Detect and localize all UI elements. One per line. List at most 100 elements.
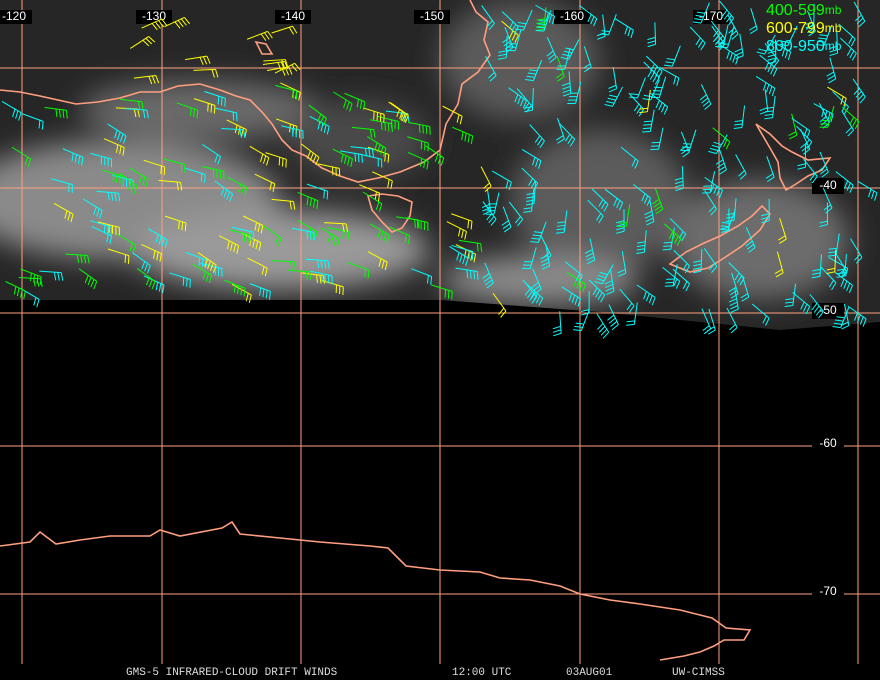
barb-feather bbox=[547, 53, 556, 60]
wind-barb bbox=[78, 268, 98, 290]
barb-feather bbox=[551, 16, 556, 25]
wind-barb bbox=[164, 215, 187, 232]
barb-feather bbox=[706, 326, 715, 332]
lat-label: -50 bbox=[819, 303, 837, 317]
barb-feather bbox=[833, 322, 843, 325]
wind-barb bbox=[226, 176, 248, 196]
barb-feather bbox=[562, 53, 571, 57]
barb-feather bbox=[387, 179, 390, 188]
barb-feather bbox=[693, 260, 702, 263]
barb-feather bbox=[819, 34, 828, 37]
barb-staff bbox=[681, 166, 684, 189]
barb-feather bbox=[642, 130, 651, 133]
barb-feather bbox=[236, 245, 240, 254]
wind-barb bbox=[301, 143, 320, 166]
barb-staff bbox=[185, 251, 207, 261]
barb-feather bbox=[515, 216, 521, 224]
wind-barb bbox=[727, 14, 739, 40]
barb-feather bbox=[859, 316, 864, 325]
barb-staff bbox=[141, 18, 162, 29]
barb-feather bbox=[582, 284, 586, 293]
barb-feather bbox=[336, 239, 340, 248]
barb-feather bbox=[815, 44, 825, 47]
barb-staff bbox=[505, 35, 508, 58]
barb-feather bbox=[736, 275, 743, 283]
barb-feather bbox=[778, 235, 786, 241]
barb-feather bbox=[23, 290, 26, 300]
wind-barb bbox=[193, 68, 219, 78]
barb-feather bbox=[41, 121, 44, 130]
wind-barb bbox=[710, 20, 726, 46]
wind-barb bbox=[556, 117, 565, 144]
barb-staff bbox=[148, 228, 168, 241]
barb-feather bbox=[697, 40, 704, 48]
barb-feather bbox=[265, 290, 268, 299]
barb-feather bbox=[323, 190, 325, 199]
wind-barb bbox=[594, 264, 614, 285]
wind-barb bbox=[164, 17, 191, 29]
barb-staff bbox=[224, 279, 246, 289]
barb-feather bbox=[71, 153, 74, 162]
wind-barb bbox=[369, 223, 390, 244]
barb-feather bbox=[726, 216, 735, 219]
barb-feather bbox=[639, 107, 648, 110]
barb-staff bbox=[274, 62, 295, 74]
barb-feather bbox=[404, 114, 409, 124]
barb-feather bbox=[836, 272, 846, 275]
barb-feather bbox=[713, 185, 718, 195]
barb-feather bbox=[868, 189, 872, 198]
wind-barb bbox=[725, 198, 737, 223]
barb-feather bbox=[153, 250, 156, 259]
wind-barb bbox=[1, 101, 22, 121]
barb-feather bbox=[648, 295, 653, 304]
wind-barb bbox=[202, 166, 225, 180]
barb-staff bbox=[452, 126, 473, 137]
barb-feather bbox=[320, 123, 324, 132]
barb-feather bbox=[709, 263, 716, 271]
barb-staff bbox=[297, 191, 319, 202]
legend-entry: 800-950mb bbox=[766, 38, 842, 55]
barb-feather bbox=[767, 64, 772, 73]
barb-feather bbox=[850, 38, 856, 47]
barb-feather bbox=[220, 187, 225, 196]
wind-barb bbox=[535, 4, 556, 25]
barb-feather bbox=[346, 101, 350, 110]
barb-feather bbox=[322, 275, 325, 284]
wind-barb bbox=[704, 190, 717, 216]
barb-feather bbox=[356, 99, 359, 108]
barb-feather bbox=[685, 283, 691, 292]
wind-barb bbox=[836, 254, 847, 278]
barb-feather bbox=[148, 279, 153, 288]
wind-barb bbox=[141, 244, 162, 262]
barb-feather bbox=[645, 217, 654, 223]
barb-feather bbox=[434, 153, 439, 163]
barb-feather bbox=[823, 204, 831, 211]
barb-feather bbox=[853, 88, 860, 95]
barb-feather bbox=[859, 96, 866, 104]
wind-barb bbox=[229, 229, 252, 244]
wind-barb bbox=[604, 86, 624, 107]
barb-staff bbox=[704, 190, 717, 210]
barb-staff bbox=[442, 105, 463, 117]
barb-feather bbox=[538, 20, 548, 22]
barb-staff bbox=[20, 268, 42, 278]
barb-feather bbox=[141, 101, 144, 111]
barb-feather bbox=[618, 222, 628, 224]
barb-staff bbox=[764, 89, 769, 112]
barb-feather bbox=[538, 297, 544, 306]
barb-staff bbox=[229, 229, 252, 236]
barb-feather bbox=[663, 106, 669, 115]
barb-staff bbox=[739, 33, 744, 56]
barb-staff bbox=[671, 45, 681, 67]
barb-feather bbox=[728, 298, 737, 303]
wind-barb bbox=[306, 183, 329, 200]
barb-feather bbox=[359, 100, 363, 109]
barb-feather bbox=[541, 265, 550, 270]
barb-staff bbox=[410, 268, 432, 277]
barb-feather bbox=[808, 30, 816, 37]
barb-feather bbox=[386, 234, 390, 244]
wind-barb bbox=[297, 191, 319, 209]
barb-staff bbox=[646, 89, 651, 112]
barb-feather bbox=[855, 14, 862, 22]
